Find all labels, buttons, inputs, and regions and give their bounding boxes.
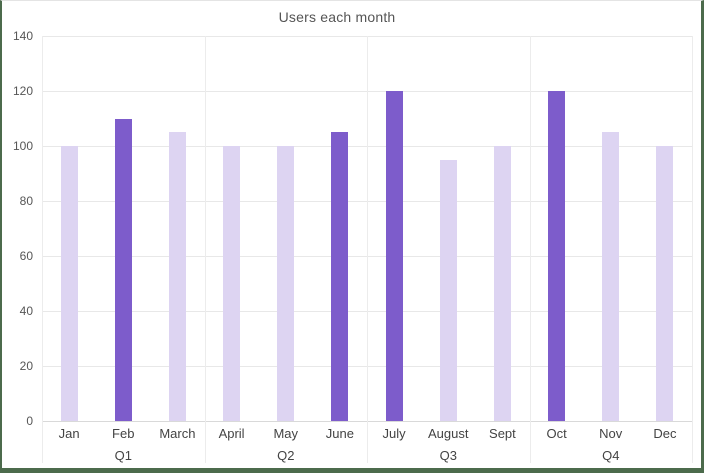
- y-axis-tick-label: 80: [19, 194, 33, 208]
- y-axis-tick-label: 140: [12, 29, 33, 43]
- quarter-label-q3: Q3: [439, 448, 457, 463]
- y-axis-tick-label: 60: [19, 249, 33, 263]
- bar-oct[interactable]: [548, 91, 566, 421]
- bar-august[interactable]: [439, 159, 457, 421]
- bar-july[interactable]: [385, 91, 403, 421]
- bar-may[interactable]: [277, 146, 295, 421]
- month-label-march: March: [159, 426, 196, 441]
- y-axis-tick-label: 40: [19, 304, 33, 318]
- month-label-july: July: [382, 426, 406, 441]
- bar-sept[interactable]: [493, 146, 511, 421]
- bar-dec[interactable]: [656, 146, 674, 421]
- quarter-separator: [204, 36, 206, 463]
- bar-june[interactable]: [331, 132, 349, 421]
- bar-feb[interactable]: [114, 118, 132, 421]
- month-label-sept: Sept: [489, 426, 516, 441]
- bar-april[interactable]: [223, 146, 241, 421]
- plot-border-right: [692, 36, 693, 463]
- y-axis-tick-label: 120: [12, 84, 33, 98]
- quarter-label-q2: Q2: [277, 448, 295, 463]
- bar-march[interactable]: [168, 132, 186, 421]
- plot-border-left: [42, 36, 43, 463]
- y-axis-tick-label: 100: [12, 139, 33, 153]
- bar-jan[interactable]: [60, 146, 78, 421]
- month-label-april: April: [218, 426, 245, 441]
- quarter-separator: [529, 36, 531, 463]
- quarter-separator: [367, 36, 368, 463]
- month-label-may: May: [273, 426, 299, 441]
- month-label-feb: Feb: [112, 426, 135, 441]
- month-label-june: June: [325, 426, 354, 441]
- y-axis-tick-label: 20: [19, 359, 33, 373]
- chart-title: Users each month: [278, 9, 396, 25]
- month-label-nov: Nov: [599, 426, 623, 441]
- month-label-jan: Jan: [58, 426, 80, 441]
- month-label-dec: Dec: [653, 426, 677, 441]
- quarter-label-q4: Q4: [602, 448, 620, 463]
- y-axis-tick-label: 0: [26, 414, 33, 428]
- quarter-label-q1: Q1: [114, 448, 132, 463]
- bar-nov[interactable]: [602, 132, 620, 421]
- month-label-august: August: [427, 426, 469, 441]
- month-label-oct: Oct: [546, 426, 567, 441]
